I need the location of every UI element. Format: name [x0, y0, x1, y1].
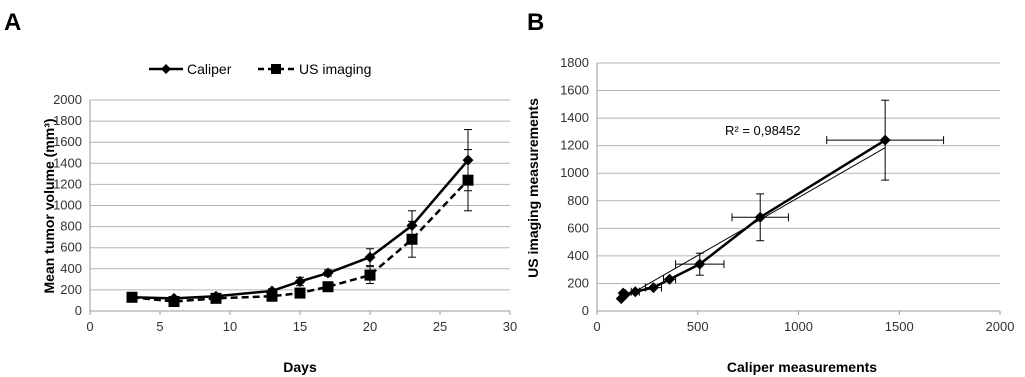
panel-a-xlabel: Days — [283, 359, 317, 375]
panel-b-data-point — [647, 282, 659, 294]
panel-b-xtick-label: 1500 — [885, 319, 914, 334]
panel-a-ytick-label: 1600 — [53, 134, 82, 149]
legend-caliper-label: Caliper — [187, 61, 232, 77]
panel-a-ytick-label: 400 — [60, 261, 82, 276]
panel-a-xtick-label: 0 — [86, 319, 93, 334]
panel-b-ytick-label: 1800 — [560, 55, 589, 70]
panel-b-data-point — [879, 134, 891, 146]
panel-a-ytick-label: 1000 — [53, 198, 82, 213]
us-imaging-data-point — [462, 174, 474, 186]
panel-a-xtick-label: 25 — [433, 319, 447, 334]
panel-b-letter: B — [527, 9, 544, 36]
panel-b-ytick-label: 200 — [567, 275, 589, 290]
panel-a-xtick-label: 15 — [293, 319, 307, 334]
panel-a-ytick-label: 600 — [60, 240, 82, 255]
panel-a-ytick-label: 1400 — [53, 155, 82, 170]
us-imaging-data-point — [294, 287, 306, 299]
caliper-data-point — [364, 251, 376, 263]
panel-a-ytick-label: 1800 — [53, 113, 82, 128]
panel-a-ytick-label: 0 — [75, 303, 82, 318]
panel-a-ytick-label: 800 — [60, 219, 82, 234]
panel-a-xtick-label: 20 — [363, 319, 377, 334]
us-imaging-data-point — [364, 269, 376, 281]
panel-b-data-point — [619, 288, 631, 300]
us-imaging-data-point — [168, 296, 180, 308]
legend-us-marker — [271, 64, 281, 74]
panel-b-ytick-label: 0 — [582, 303, 589, 318]
panel-a-xtick-label: 10 — [223, 319, 237, 334]
panel-b-xtick-label: 500 — [687, 319, 709, 334]
panel-a-xtick-label: 5 — [156, 319, 163, 334]
panel-b-data-point — [629, 286, 641, 298]
us-imaging-data-point — [406, 233, 418, 245]
panel-a-xtick-label: 30 — [503, 319, 517, 334]
panel-a-ytick-label: 1200 — [53, 176, 82, 191]
panel-b-xtick-label: 1000 — [784, 319, 813, 334]
panel-b-ytick-label: 600 — [567, 220, 589, 235]
legend-caliper-marker — [161, 64, 171, 74]
panel-b-ytick-label: 1000 — [560, 165, 589, 180]
us-imaging-data-point — [322, 281, 334, 293]
us-imaging-data-point — [126, 291, 138, 303]
panel-b-xtick-label: 2000 — [986, 319, 1015, 334]
panel-b-xtick-label: 0 — [593, 319, 600, 334]
legend-us-label: US imaging — [299, 61, 371, 77]
panel-a-ylabel: Mean tumor volume (mm³) — [41, 118, 57, 293]
panel-b-data-point — [754, 211, 766, 223]
panel-a-ytick-label: 200 — [60, 282, 82, 297]
panel-b-ytick-label: 400 — [567, 248, 589, 263]
panel-a-ytick-label: 2000 — [53, 92, 82, 107]
panel-a-legend: Caliper US imaging — [149, 61, 371, 77]
panel-b-data-point — [664, 273, 676, 285]
panel-b-ytick-label: 800 — [567, 193, 589, 208]
us-imaging-data-point — [266, 290, 278, 302]
panel-b-ytick-label: 1600 — [560, 83, 589, 98]
panel-b-xlabel: Caliper measurements — [727, 359, 877, 375]
panel-b-ytick-label: 1200 — [560, 138, 589, 153]
caliper-data-point — [294, 275, 306, 287]
panel-a-plot: 0 200 400 600 800 1000 1200 1400 1600 1800 2000 0 5 1… — [53, 92, 517, 334]
panel-b-plot: 0 200 400 600 800 1000 1200 1400 1600 1800 0 500 100… — [560, 55, 1014, 334]
panel-b-data-point — [694, 258, 706, 270]
panel-b-r2-annotation: R² = 0,98452 — [725, 123, 801, 138]
panel-b-ylabel: US imaging measurements — [525, 98, 541, 278]
us-imaging-data-point — [210, 292, 222, 304]
panel-b-ytick-label: 1400 — [560, 110, 589, 125]
panel-b-series-line — [620, 139, 886, 300]
caliper-data-point — [322, 267, 334, 279]
panel-a-letter: A — [4, 9, 21, 36]
